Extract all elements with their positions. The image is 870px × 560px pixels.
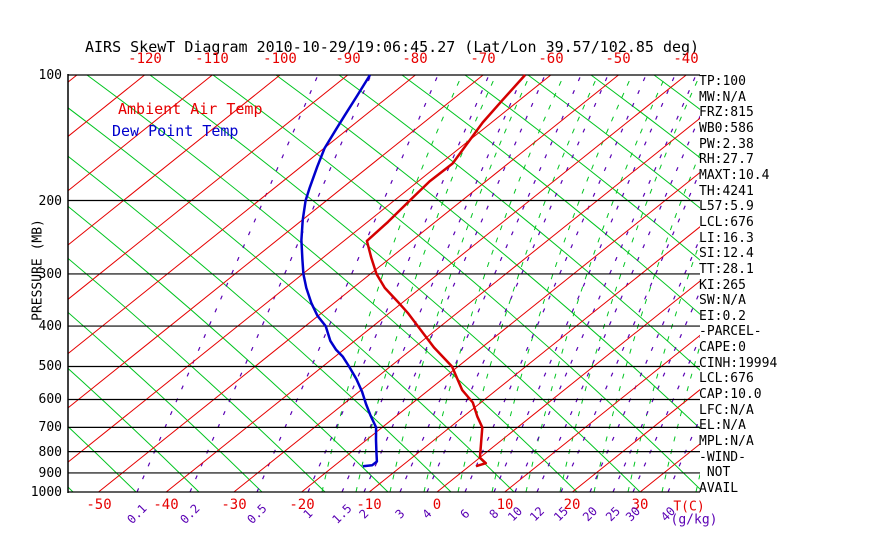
- stat-line: LI:16.3: [699, 230, 754, 246]
- stat-line: CAP:10.0: [699, 387, 762, 402]
- top-temp-tick: -50: [605, 51, 631, 67]
- bottom-temp-tick: -10: [356, 497, 382, 513]
- pressure-gridlines: [67, 74, 700, 493]
- stat-line: AVAIL: [699, 480, 739, 496]
- stat-line: TH:4241: [699, 183, 754, 199]
- pressure-tick: 600: [38, 392, 62, 407]
- pressure-tick: 700: [38, 420, 62, 435]
- top-temp-tick: -100: [263, 51, 297, 67]
- top-temp-tick: -90: [335, 51, 361, 67]
- top-temp-tick: -120: [128, 51, 162, 67]
- stat-line: LCL:676: [699, 371, 754, 387]
- stat-line: SI:12.4: [699, 246, 754, 262]
- stat-line: RH:27.7: [699, 152, 754, 168]
- bottom-temp-tick: 0: [432, 497, 442, 513]
- stat-line: LCL:676: [699, 214, 754, 230]
- stat-line: TT:28.1: [699, 261, 754, 277]
- stat-line: MAXT:10.4: [699, 167, 770, 183]
- pressure-tick: 200: [38, 194, 62, 209]
- stat-line: EI:0.2: [699, 308, 746, 324]
- stat-line: MW:N/A: [699, 89, 746, 105]
- stat-line: L57:5.9: [699, 199, 754, 215]
- stat-line: EL:N/A: [699, 418, 746, 434]
- stat-line: MPL:N/A: [699, 433, 754, 449]
- stat-line: SW:N/A: [699, 293, 746, 309]
- bottom-temp-tick: -40: [153, 497, 179, 513]
- isotherm-lines: [68, 75, 700, 492]
- pressure-tick: 400: [38, 319, 62, 334]
- stat-line: KI:265: [699, 277, 746, 293]
- stat-line: -PARCEL-: [699, 324, 762, 340]
- stat-line: LFC:N/A: [699, 402, 754, 418]
- ambient-temp-curve: [365, 74, 527, 468]
- top-temp-tick: -40: [673, 51, 699, 67]
- top-temp-tick: -110: [195, 51, 229, 67]
- pressure-tick: 900: [38, 466, 62, 481]
- dry-adiabat-lines: [68, 75, 700, 492]
- stat-line: FRZ:815: [699, 105, 754, 121]
- temp-unit-label: T(C): [673, 499, 705, 515]
- stat-line: -WIND-: [699, 449, 746, 465]
- dewpoint-curve: [300, 74, 379, 468]
- top-temp-tick: -70: [470, 51, 496, 67]
- bottom-temp-tick: 20: [563, 497, 581, 513]
- pressure-tick: 100: [38, 68, 62, 83]
- pressure-axis-label: PRESSURE (MB): [30, 219, 46, 321]
- stat-line: PW:2.38: [699, 136, 754, 152]
- pressure-tick: 300: [38, 267, 62, 282]
- mixing-ratio-lines: [136, 75, 700, 492]
- bottom-temp-tick: -50: [86, 497, 112, 513]
- top-temp-tick: -80: [402, 51, 428, 67]
- legend-ambient-air-temp: Ambient Air Temp: [118, 100, 263, 118]
- stat-line: WB0:586: [699, 121, 754, 136]
- stat-line: CINH:19994: [699, 355, 778, 371]
- stat-line: CAPE:0: [699, 340, 746, 356]
- stat-line: TP:100: [699, 74, 746, 89]
- legend-dew-point-temp: Dew Point Temp: [112, 122, 239, 140]
- bottom-temp-tick: 30: [631, 497, 649, 513]
- bottom-temp-tick: -20: [289, 497, 315, 513]
- pressure-tick: 500: [38, 359, 62, 374]
- stat-line: NOT: [699, 465, 731, 481]
- top-temp-tick: -60: [538, 51, 564, 67]
- mixing-unit-label: (g/kg): [670, 512, 718, 528]
- pressure-tick: 800: [38, 445, 62, 460]
- bottom-temp-tick: 10: [496, 497, 514, 513]
- bottom-temp-tick: -30: [221, 497, 247, 513]
- chart-title: AIRS SkewT Diagram 2010-10-29/19:06:45.2…: [85, 38, 700, 56]
- moist-adiabat-lines: [321, 75, 700, 492]
- pressure-tick: 1000: [30, 485, 62, 500]
